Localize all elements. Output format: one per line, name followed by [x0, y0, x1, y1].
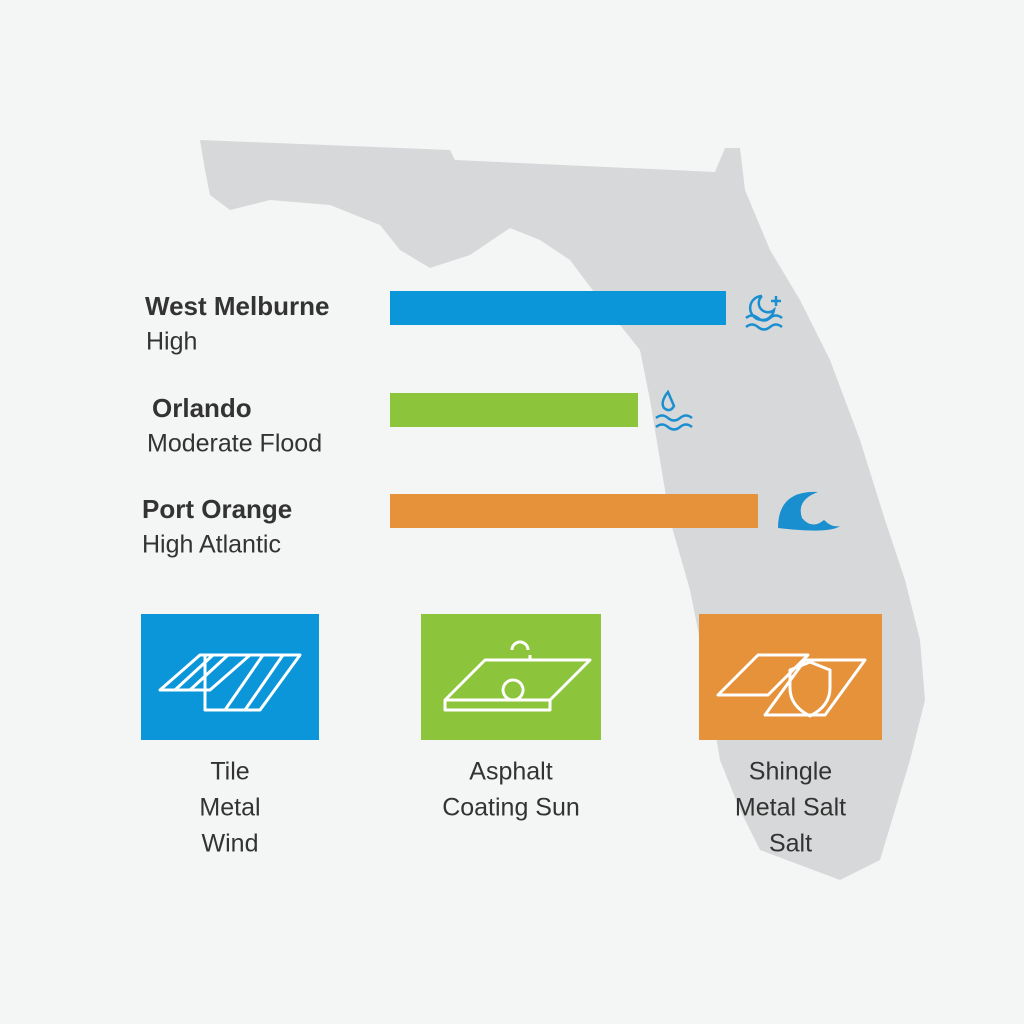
roof-icons	[158, 640, 867, 718]
risk-label: High Atlantic	[142, 531, 281, 559]
city-name: West Melburne	[145, 291, 329, 321]
roof-card-text: Wind	[202, 830, 259, 858]
city-name: Port Orange	[142, 494, 292, 524]
bar	[390, 494, 758, 528]
roof-card	[141, 614, 319, 740]
risk-label: Moderate Flood	[147, 430, 322, 458]
asphalt-icon	[443, 640, 592, 712]
bar	[390, 291, 726, 325]
roof-card-text: Asphalt	[469, 758, 552, 786]
risk-label: High	[146, 328, 197, 356]
roof-card-text: Metal	[199, 794, 260, 822]
shingle-icon	[716, 653, 867, 718]
roof-card-text: Metal Salt	[735, 794, 846, 822]
wave-icon	[778, 491, 840, 531]
city-name: Orlando	[152, 393, 252, 423]
tile-icon	[158, 653, 302, 712]
flood-icon	[745, 294, 783, 331]
bar	[390, 393, 638, 427]
roof-card-text: Salt	[769, 830, 812, 858]
roof-card-text: Coating Sun	[442, 794, 580, 822]
roof-card-text: Shingle	[749, 758, 832, 786]
roof-card-text: Tile	[210, 758, 249, 786]
